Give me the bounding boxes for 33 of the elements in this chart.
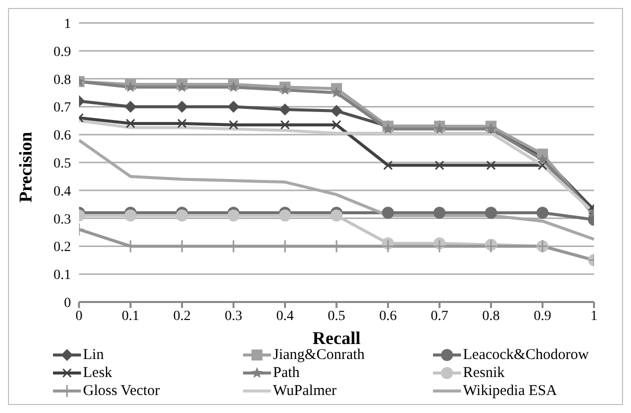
y-tick-label: 0.4 bbox=[54, 184, 71, 200]
legend-label: Wikipedia ESA bbox=[463, 382, 557, 400]
legend-label: Resnik bbox=[463, 364, 505, 382]
legend-label: WuPalmer bbox=[273, 382, 337, 400]
y-tick-label: 0.2 bbox=[54, 240, 71, 256]
y-tick-label: 0 bbox=[64, 296, 71, 311]
y-tick-label: 0.9 bbox=[54, 44, 71, 60]
x-tick-label: 0.9 bbox=[534, 308, 552, 324]
y-tick-label: 0.5 bbox=[54, 156, 71, 172]
y-tick-label: 0.7 bbox=[54, 100, 71, 116]
x-tick-label: 0.3 bbox=[224, 308, 242, 324]
x-tick-label: 0 bbox=[76, 308, 82, 324]
y-tick-label: 0.1 bbox=[54, 268, 71, 284]
x-tick-label: 1 bbox=[590, 308, 598, 324]
y-tick-label: 0.6 bbox=[54, 128, 71, 144]
x-tick-label: 0.5 bbox=[328, 308, 346, 324]
legend-label: Leacock&Chodorow bbox=[463, 346, 589, 364]
x-tick-label: 0.8 bbox=[482, 308, 500, 324]
x-tick-label: 0.6 bbox=[379, 308, 397, 324]
x-tick-label: 0.2 bbox=[173, 308, 191, 324]
y-tick-label: 0.8 bbox=[54, 72, 71, 88]
y-tick-label: 1 bbox=[64, 16, 71, 32]
x-axis-title: Recall bbox=[312, 328, 360, 348]
legend-label: Lesk bbox=[83, 364, 112, 382]
legend-label: Jiang&Conrath bbox=[273, 346, 365, 364]
y-tick-label: 0.3 bbox=[54, 212, 71, 228]
legend-label: Path bbox=[273, 364, 300, 382]
legend-label: Lin bbox=[83, 346, 104, 364]
legend-label: Gloss Vector bbox=[83, 382, 160, 400]
x-tick-label: 0.1 bbox=[122, 308, 140, 324]
x-tick-label: 0.7 bbox=[430, 308, 448, 324]
x-tick-label: 0.4 bbox=[276, 308, 294, 324]
y-axis-title: Precision bbox=[15, 132, 36, 202]
